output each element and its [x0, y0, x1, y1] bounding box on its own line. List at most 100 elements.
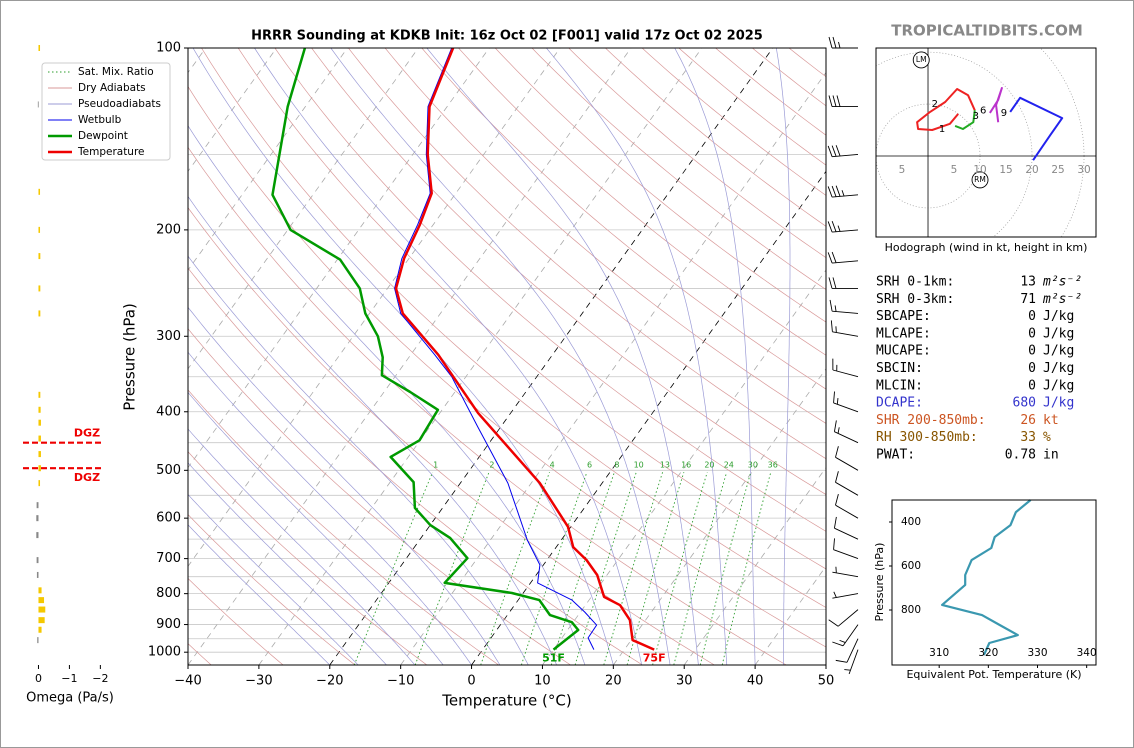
- mixing-ratio-label: 30: [748, 461, 758, 470]
- pseudoadiabat: [254, 48, 643, 665]
- hodograph-trace: [916, 88, 976, 131]
- x-tick-label: 15: [999, 164, 1012, 176]
- y-axis-label: Pressure (hPa): [121, 303, 139, 411]
- param-value: 33: [1020, 430, 1036, 445]
- param-unit: J/kg: [1043, 361, 1074, 376]
- omega-bar: [36, 571, 39, 578]
- mixing-ratio-line: [353, 472, 434, 665]
- legend-label: Dewpoint: [78, 130, 128, 142]
- mixing-ratio-line: [626, 472, 685, 665]
- omega-bar: [38, 480, 41, 487]
- legend-box: [41, 62, 171, 161]
- omega-bar: [38, 226, 41, 233]
- param-unit: m²s⁻²: [1042, 275, 1082, 290]
- thetae-x-label: Equivalent Pot. Temperature (K): [906, 668, 1081, 681]
- isotherm-extension: [188, 48, 277, 173]
- x-tick-label: 320: [978, 647, 998, 659]
- hodograph-trace: [989, 87, 1003, 123]
- wind-barb: [833, 516, 859, 540]
- storm-motion-marker: [912, 51, 930, 69]
- y-tick-label: 500: [156, 463, 181, 478]
- x-tick-label: 5: [951, 164, 958, 176]
- y-tick-label: 900: [156, 617, 181, 632]
- y-tick-label: 600: [901, 560, 921, 572]
- omega-bar: [38, 285, 41, 292]
- dry-adiabat: [188, 389, 499, 665]
- param-label: RH 300-850mb:: [876, 430, 978, 445]
- mixing-ratio-label: 10: [634, 461, 644, 470]
- x-tick-label: −40: [174, 674, 201, 689]
- surface-label: 75F: [643, 652, 666, 665]
- pseudoadiabat: [674, 48, 756, 665]
- pseudoadiabat: [188, 351, 472, 665]
- param-label: SBCIN:: [876, 361, 923, 376]
- wind-barb: [827, 145, 859, 158]
- y-tick-label: 600: [156, 511, 181, 526]
- wind-barb: [828, 277, 858, 289]
- omega-bar: [38, 617, 45, 624]
- wind-barb: [827, 220, 859, 233]
- mixing-ratio-label: 1: [433, 461, 438, 470]
- omega-bar: [38, 626, 42, 633]
- y-tick-label: 400: [156, 404, 181, 419]
- param-value: 0: [1028, 309, 1036, 324]
- omega-bar: [38, 606, 46, 613]
- wind-barb: [835, 494, 859, 519]
- mixing-ratio-label: 24: [724, 461, 734, 470]
- param-unit: J/kg: [1043, 396, 1074, 411]
- dry-adiabat: [641, 48, 826, 196]
- storm-motion-label: LM: [916, 55, 927, 64]
- dry-adiabat: [458, 48, 826, 356]
- pseudoadiabat: [188, 524, 331, 665]
- omega-bar: [37, 637, 39, 644]
- surface-label: 51F: [542, 652, 565, 665]
- omega-bar: [38, 391, 41, 398]
- omega-bar: [38, 45, 41, 51]
- thetae-frame: [891, 499, 1097, 666]
- x-tick-label: −30: [245, 674, 272, 689]
- omega-bar: [38, 465, 41, 472]
- dry-adiabat: [311, 48, 826, 495]
- param-value: 0: [1028, 378, 1036, 393]
- dry-adiabat: [188, 207, 715, 665]
- omega-bar: [38, 451, 41, 458]
- isotherm-extension: [188, 48, 419, 370]
- mixing-ratio-label: 4: [550, 461, 555, 470]
- chart-title: HRRR Sounding at KDKB Init: 16z Oct 02 […: [251, 29, 763, 44]
- omega-bar: [38, 587, 42, 594]
- x-tick-label: 10: [973, 164, 986, 176]
- wind-barb: [832, 358, 859, 378]
- pseudoadiabat: [188, 195, 557, 665]
- mixing-ratio-line: [673, 472, 728, 665]
- isotherm: [613, 368, 826, 665]
- param-value: 0: [1028, 344, 1036, 359]
- param-unit: %: [1043, 430, 1051, 445]
- isotherm: [329, 48, 774, 665]
- x-tick-label: −10: [387, 674, 414, 689]
- mixing-ratio-label: 2: [489, 461, 494, 470]
- x-tick-label: 0: [35, 672, 42, 685]
- x-tick-label: 340: [1077, 647, 1097, 659]
- param-label: MLCIN:: [876, 378, 923, 393]
- thetae-line: [941, 499, 1032, 656]
- wind-barb: [828, 36, 858, 49]
- wind-barb: [835, 446, 859, 471]
- legend-label: Sat. Mix. Ratio: [78, 66, 154, 78]
- mixing-ratio-line: [652, 472, 708, 665]
- x-axis-label: Temperature (°C): [441, 692, 571, 710]
- param-value: 680: [1013, 396, 1036, 411]
- param-label: MLCAPE:: [876, 326, 931, 341]
- param-unit: kt: [1043, 413, 1059, 428]
- x-tick-label: 0: [467, 674, 475, 689]
- isotherm: [258, 48, 703, 665]
- isotherm: [683, 466, 826, 665]
- omega-bar: [36, 515, 39, 522]
- y-tick-label: 1000: [148, 645, 181, 660]
- dry-adiabat: [188, 451, 428, 665]
- mixing-ratio-label: 20: [704, 461, 714, 470]
- dry-adiabat: [188, 85, 826, 648]
- wind-barb: [844, 649, 859, 675]
- omega-bar: [36, 557, 39, 564]
- mixing-ratio-line: [574, 472, 637, 665]
